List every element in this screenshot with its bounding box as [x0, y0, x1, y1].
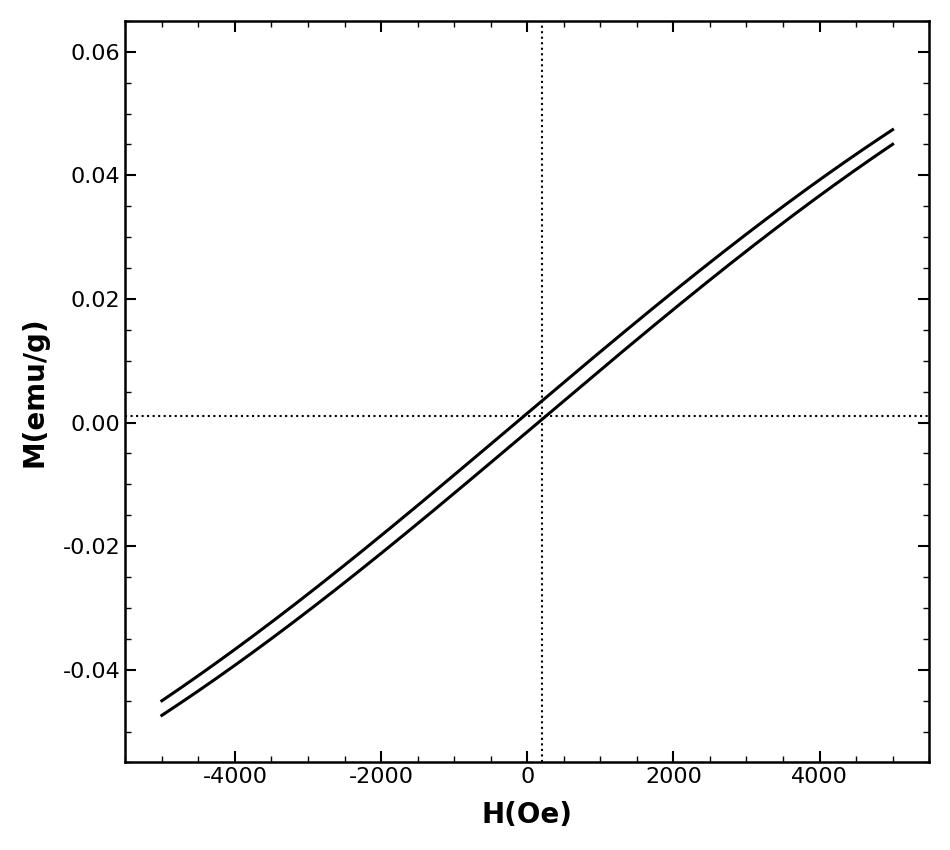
X-axis label: H(Oe): H(Oe) — [482, 802, 573, 829]
Y-axis label: M(emu/g): M(emu/g) — [21, 316, 48, 467]
